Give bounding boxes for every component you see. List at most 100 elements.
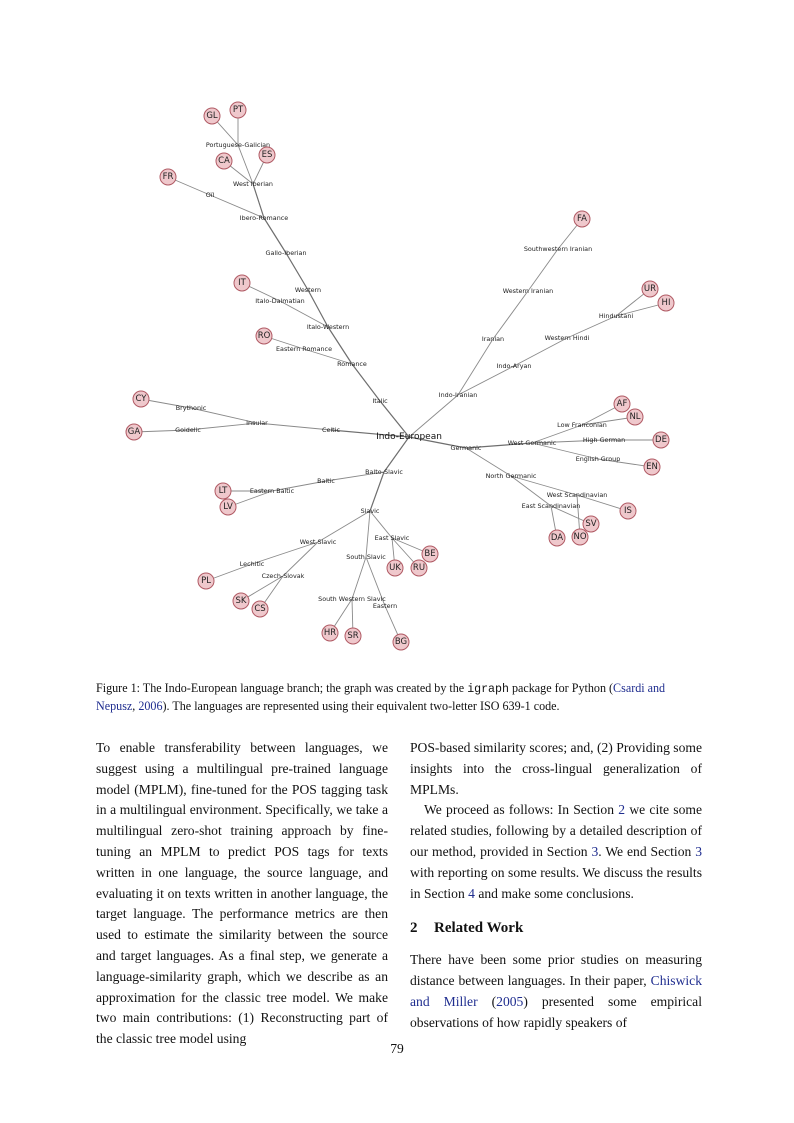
language-node-circle xyxy=(229,101,247,119)
paragraph-text: We proceed as follows: In Section xyxy=(424,802,619,818)
caption-text: Figure 1: The Indo-European language bra… xyxy=(96,681,468,695)
graph-edge xyxy=(457,365,515,396)
language-code: IS xyxy=(624,506,632,516)
language-node-circle xyxy=(613,395,631,413)
language-node-circle xyxy=(548,529,566,547)
graph-edge xyxy=(531,442,599,460)
language-code: BE xyxy=(424,549,435,559)
language-node: EN xyxy=(643,458,661,476)
graph-edge xyxy=(133,429,189,433)
language-code: CS xyxy=(254,604,265,614)
language-node: PT xyxy=(229,101,247,119)
language-node-circle xyxy=(643,458,661,476)
caption-code: igraph xyxy=(467,683,509,696)
section-title: Related Work xyxy=(434,920,524,937)
graph-edge xyxy=(209,194,265,219)
graph-edge xyxy=(263,217,287,254)
language-node: CY xyxy=(132,390,150,408)
section-ref-link[interactable]: 3 xyxy=(695,843,702,859)
graph-edge xyxy=(282,541,319,577)
citation-link[interactable]: Chiswick and Miller xyxy=(410,972,702,1009)
language-node: GL xyxy=(203,107,221,125)
language-node: AF xyxy=(613,395,631,413)
section-ref-link[interactable]: 3 xyxy=(591,843,599,859)
language-code: IT xyxy=(238,278,247,288)
language-code: SK xyxy=(236,596,247,606)
language-code: SR xyxy=(347,631,358,641)
caption-text: , xyxy=(132,699,139,713)
body-paragraph: There have been some prior studies on me… xyxy=(410,950,702,1033)
branch-label: Iranian xyxy=(482,335,504,343)
language-node-circle xyxy=(641,280,659,298)
language-node: PL xyxy=(197,572,215,590)
graph-edge xyxy=(351,556,367,600)
language-node: SR xyxy=(344,627,362,645)
language-node-circle xyxy=(125,423,143,441)
language-node-circle xyxy=(255,327,273,345)
language-node-circle xyxy=(652,431,670,449)
branch-label: Insular xyxy=(246,419,268,427)
branch-label: Eastern xyxy=(373,602,397,610)
paragraph-text: . We end Section xyxy=(598,843,696,859)
graph-edge xyxy=(379,400,410,438)
branch-label: Czech-Slovak xyxy=(262,572,305,580)
language-code: HI xyxy=(662,298,671,308)
branch-label: Hindustani xyxy=(599,312,634,320)
graph-edge xyxy=(252,183,265,219)
language-node: IT xyxy=(233,274,251,292)
graph-edge xyxy=(317,510,371,543)
language-node: SK xyxy=(232,592,250,610)
graph-edge xyxy=(581,416,636,426)
graph-edge xyxy=(492,290,529,340)
language-node-circle xyxy=(571,528,589,546)
graph-edge xyxy=(510,475,578,496)
graph-edge xyxy=(531,424,583,444)
language-node: LV xyxy=(219,498,237,516)
language-code: FR xyxy=(163,172,174,182)
branch-label: Brythonic xyxy=(176,404,207,412)
graph-edge xyxy=(285,252,309,291)
section-ref-link[interactable]: 2 xyxy=(618,802,626,818)
branch-label: Western Hindi xyxy=(545,334,590,342)
graph-edge xyxy=(251,541,319,565)
left-column: To enable transferability between langua… xyxy=(96,738,388,1050)
branch-label: East Slavic xyxy=(375,534,410,542)
graph-intermediate-labels: Portuguese-Galician West Iberian Oïl Ibero-… xyxy=(175,141,633,610)
root-label: Indo-European xyxy=(376,432,442,442)
language-code: BG xyxy=(395,637,407,647)
body-paragraph: We proceed as follows: In Section 2 we c… xyxy=(410,800,702,904)
language-node-circle xyxy=(421,545,439,563)
language-node-circle xyxy=(392,633,410,651)
language-node: RU xyxy=(410,559,428,577)
branch-label: North Germanic xyxy=(486,472,537,480)
language-node: RO xyxy=(255,327,273,345)
branch-label: Portuguese-Galician xyxy=(206,141,270,149)
right-column: POS-based similarity scores; and, (2) Pr… xyxy=(410,738,702,1033)
caption-citation-link[interactable]: Csardi and Nepusz xyxy=(96,681,666,713)
language-code: AF xyxy=(617,399,628,409)
language-node: CA xyxy=(215,152,233,170)
branch-label: High German xyxy=(583,436,625,444)
graph-edge xyxy=(365,556,386,607)
language-node: NL xyxy=(626,408,644,426)
body-paragraph: POS-based similarity scores; and, (2) Pr… xyxy=(410,740,702,797)
paragraph-text: There have been some prior studies on me… xyxy=(410,952,702,988)
graph-edge xyxy=(237,144,254,185)
language-node-circle xyxy=(258,146,276,164)
language-code: PT xyxy=(233,105,244,115)
language-node-circle xyxy=(203,107,221,125)
section-ref-link[interactable]: 4 xyxy=(468,885,475,901)
language-node-circle xyxy=(386,559,404,577)
language-node: HR xyxy=(321,624,339,642)
caption-citation-year-link[interactable]: 2006 xyxy=(138,699,163,713)
graph-edge xyxy=(330,429,410,438)
graph-edge xyxy=(190,407,258,424)
language-node-circle xyxy=(657,294,675,312)
section-heading: 2 Related Work xyxy=(410,918,702,939)
language-node-circle xyxy=(159,168,177,186)
branch-label: East Scandinavian xyxy=(522,502,581,510)
branch-label: Celtic xyxy=(322,426,340,434)
citation-year-link[interactable]: 2005 xyxy=(496,993,524,1009)
language-node: FR xyxy=(159,168,177,186)
branch-label: Balto-Slavic xyxy=(365,468,403,476)
